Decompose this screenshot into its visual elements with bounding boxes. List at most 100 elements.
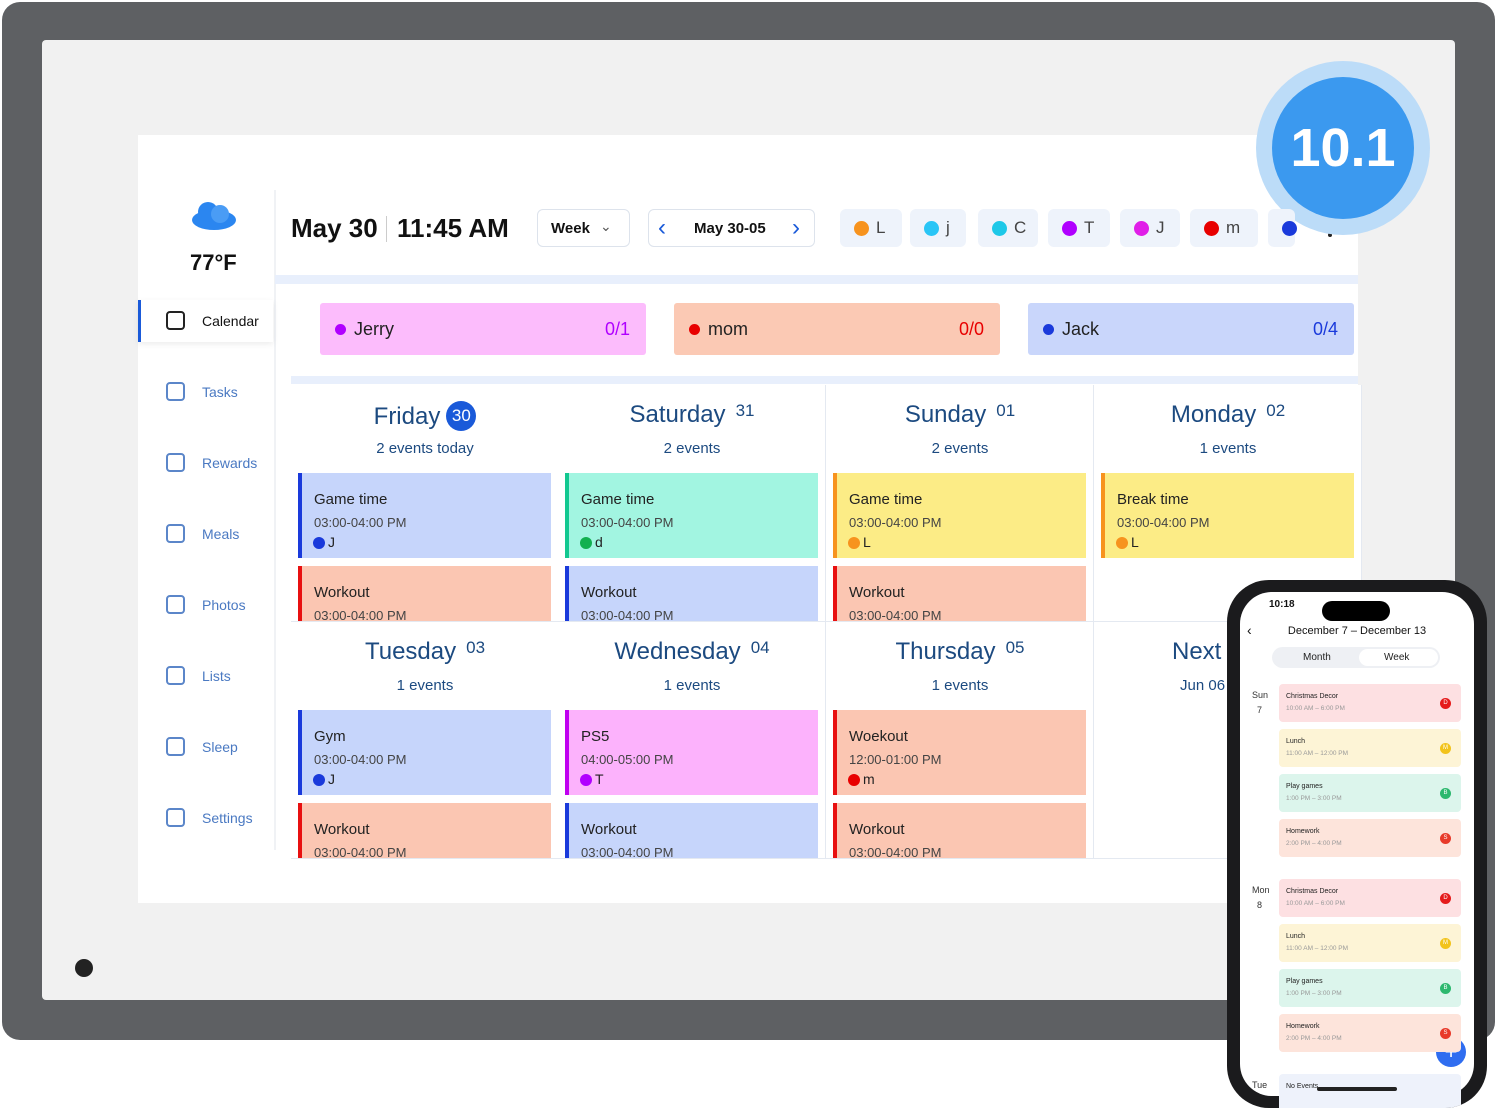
phone-event-time: 10:00 AM – 6:00 PM: [1286, 900, 1345, 907]
member-chip[interactable]: C: [978, 209, 1038, 247]
event-card: Workout 03:00-04:00 PM: [833, 566, 1086, 621]
event-time: 03:00-04:00 PM: [849, 515, 942, 530]
phone-event-initial: B: [1440, 983, 1451, 994]
phone-event-time: 2:00 PM – 4:00 PM: [1286, 1035, 1342, 1042]
phone-event-title: Homework: [1286, 1023, 1320, 1030]
event-card: PS5 04:00-05:00 PM T: [565, 710, 818, 795]
event-title: Workout: [314, 821, 370, 838]
dynamic-island: [1322, 601, 1390, 621]
nav-item[interactable]: Photos: [202, 597, 246, 613]
event-card: Break time 03:00-04:00 PM L: [1101, 473, 1354, 558]
event-card: Workout 03:00-04:00 PM: [298, 566, 551, 621]
nav-icon: [166, 595, 185, 614]
phone-event-initial: S: [1440, 833, 1451, 844]
weekday: Tue: [1252, 1080, 1268, 1090]
day-name: Wednesday 04: [558, 638, 825, 666]
summary-card: mom 0/0: [674, 303, 1000, 355]
day-name: Tuesday 03: [291, 638, 558, 666]
event-card: Workout 03:00-04:00 PM: [565, 566, 818, 621]
phone-event: Play games 1:00 PM – 3:00 PM B: [1279, 969, 1461, 1007]
phone-event-title: Christmas Decor: [1286, 693, 1339, 700]
event-card: Gym 03:00-04:00 PM J: [298, 710, 551, 795]
event-who: m: [863, 771, 875, 787]
phone-event-initial: D: [1440, 698, 1451, 709]
arrows: ‹: [658, 214, 666, 241]
nav-icon: [166, 524, 185, 543]
phone-event: Lunch 11:00 AM – 12:00 PM M: [1279, 924, 1461, 962]
day-name: Thursday: [895, 638, 996, 665]
event-time: 03:00-04:00 PM: [1117, 515, 1210, 530]
day-cell: Friday 30 2 events today Game time 03:00-04:…: [291, 385, 559, 622]
event-title: Game time: [314, 491, 388, 508]
event-card: Workout 03:00-04:00 PM: [565, 803, 818, 859]
day-name: Saturday 31: [558, 401, 825, 429]
nav-item[interactable]: Tasks: [202, 384, 238, 400]
tab: Month: [1303, 652, 1331, 663]
day-subtitle: 1 events: [396, 677, 454, 694]
nav-icon: [166, 382, 185, 401]
nav-item[interactable]: Sleep: [202, 739, 238, 755]
phone-event-title: No Events: [1286, 1083, 1319, 1090]
day-name: Sunday: [904, 401, 987, 428]
phone-event: Play games 1:00 PM – 3:00 PM B: [1279, 774, 1461, 812]
day-name: Sunday 01: [826, 401, 1093, 429]
event-time: 03:00-04:00 PM: [849, 845, 942, 859]
weather-icon: [192, 202, 236, 230]
nav-item[interactable]: Settings: [202, 810, 253, 826]
day-subtitle: 2 events: [931, 440, 989, 457]
member-dot: [1134, 221, 1149, 236]
member-chip[interactable]: j: [910, 209, 966, 247]
event-who: d: [595, 534, 603, 550]
member-initial: C: [1014, 218, 1027, 237]
day-name: Friday: [373, 403, 441, 430]
member-dot: [1062, 221, 1077, 236]
weekday: Mon: [1252, 885, 1270, 895]
nav-icon: [166, 737, 185, 756]
day-name: Saturday: [629, 401, 726, 428]
member-chip[interactable]: m: [1190, 209, 1258, 247]
phone-event-time: 11:00 AM – 12:00 PM: [1286, 750, 1349, 757]
event-title: Workout: [314, 584, 370, 601]
nav-item[interactable]: Calendar: [202, 313, 259, 329]
phone-event-time: 11:00 AM – 12:00 PM: [1286, 945, 1349, 952]
member-chip[interactable]: J: [1120, 209, 1180, 247]
time: 11:45 AM: [397, 213, 509, 243]
nav-item[interactable]: Lists: [202, 668, 231, 684]
phone-event-time: 10:00 AM – 6:00 PM: [1286, 705, 1345, 712]
event-card: Game time 03:00-04:00 PM J: [298, 473, 551, 558]
week-range: December 7 – December 13: [1287, 625, 1427, 637]
summary-dot: [1043, 324, 1054, 335]
summary-name: mom: [708, 319, 748, 339]
range: May 30-05: [694, 220, 766, 237]
arrows: ›: [792, 214, 800, 241]
summary-progress: 0/0: [958, 319, 984, 339]
member-chip: [1268, 209, 1297, 247]
day-number: 03: [466, 638, 486, 657]
nav-item[interactable]: Meals: [202, 526, 240, 542]
phone-event-title: Christmas Decor: [1286, 888, 1339, 895]
member-dot: [924, 221, 939, 236]
phone-event-title: Play games: [1286, 978, 1323, 985]
date: May 30: [291, 213, 378, 243]
event-who: J: [328, 771, 335, 787]
member-chip[interactable]: L: [840, 209, 902, 247]
range-select[interactable]: [648, 209, 815, 247]
event-time: 03:00-04:00 PM: [581, 845, 674, 859]
phone-event-initial: M: [1440, 743, 1451, 754]
event-who-dot: [1116, 537, 1128, 549]
day-cell: Sunday 01 2 events Game time 03:00-04:00 PM L…: [826, 385, 1094, 622]
member-chip[interactable]: T: [1048, 209, 1110, 247]
view-select[interactable]: [537, 209, 630, 247]
home-bar: [1317, 1087, 1397, 1091]
day-number: 30: [446, 401, 477, 431]
event-time: 04:00-05:00 PM: [581, 752, 674, 767]
day-subtitle: 2 events: [663, 440, 721, 457]
status-time: 10:18: [1269, 599, 1295, 610]
phone-event-initial: M: [1440, 938, 1451, 949]
nav-item[interactable]: Rewards: [202, 455, 258, 471]
phone-event-title: Lunch: [1286, 738, 1306, 745]
phone-event: No Events: [1279, 1074, 1461, 1108]
event-card: Workout 03:00-04:00 PM: [298, 803, 551, 858]
tab-active[interactable]: [1359, 649, 1438, 666]
event-card: Workout 03:00-04:00 PM: [833, 803, 1086, 859]
